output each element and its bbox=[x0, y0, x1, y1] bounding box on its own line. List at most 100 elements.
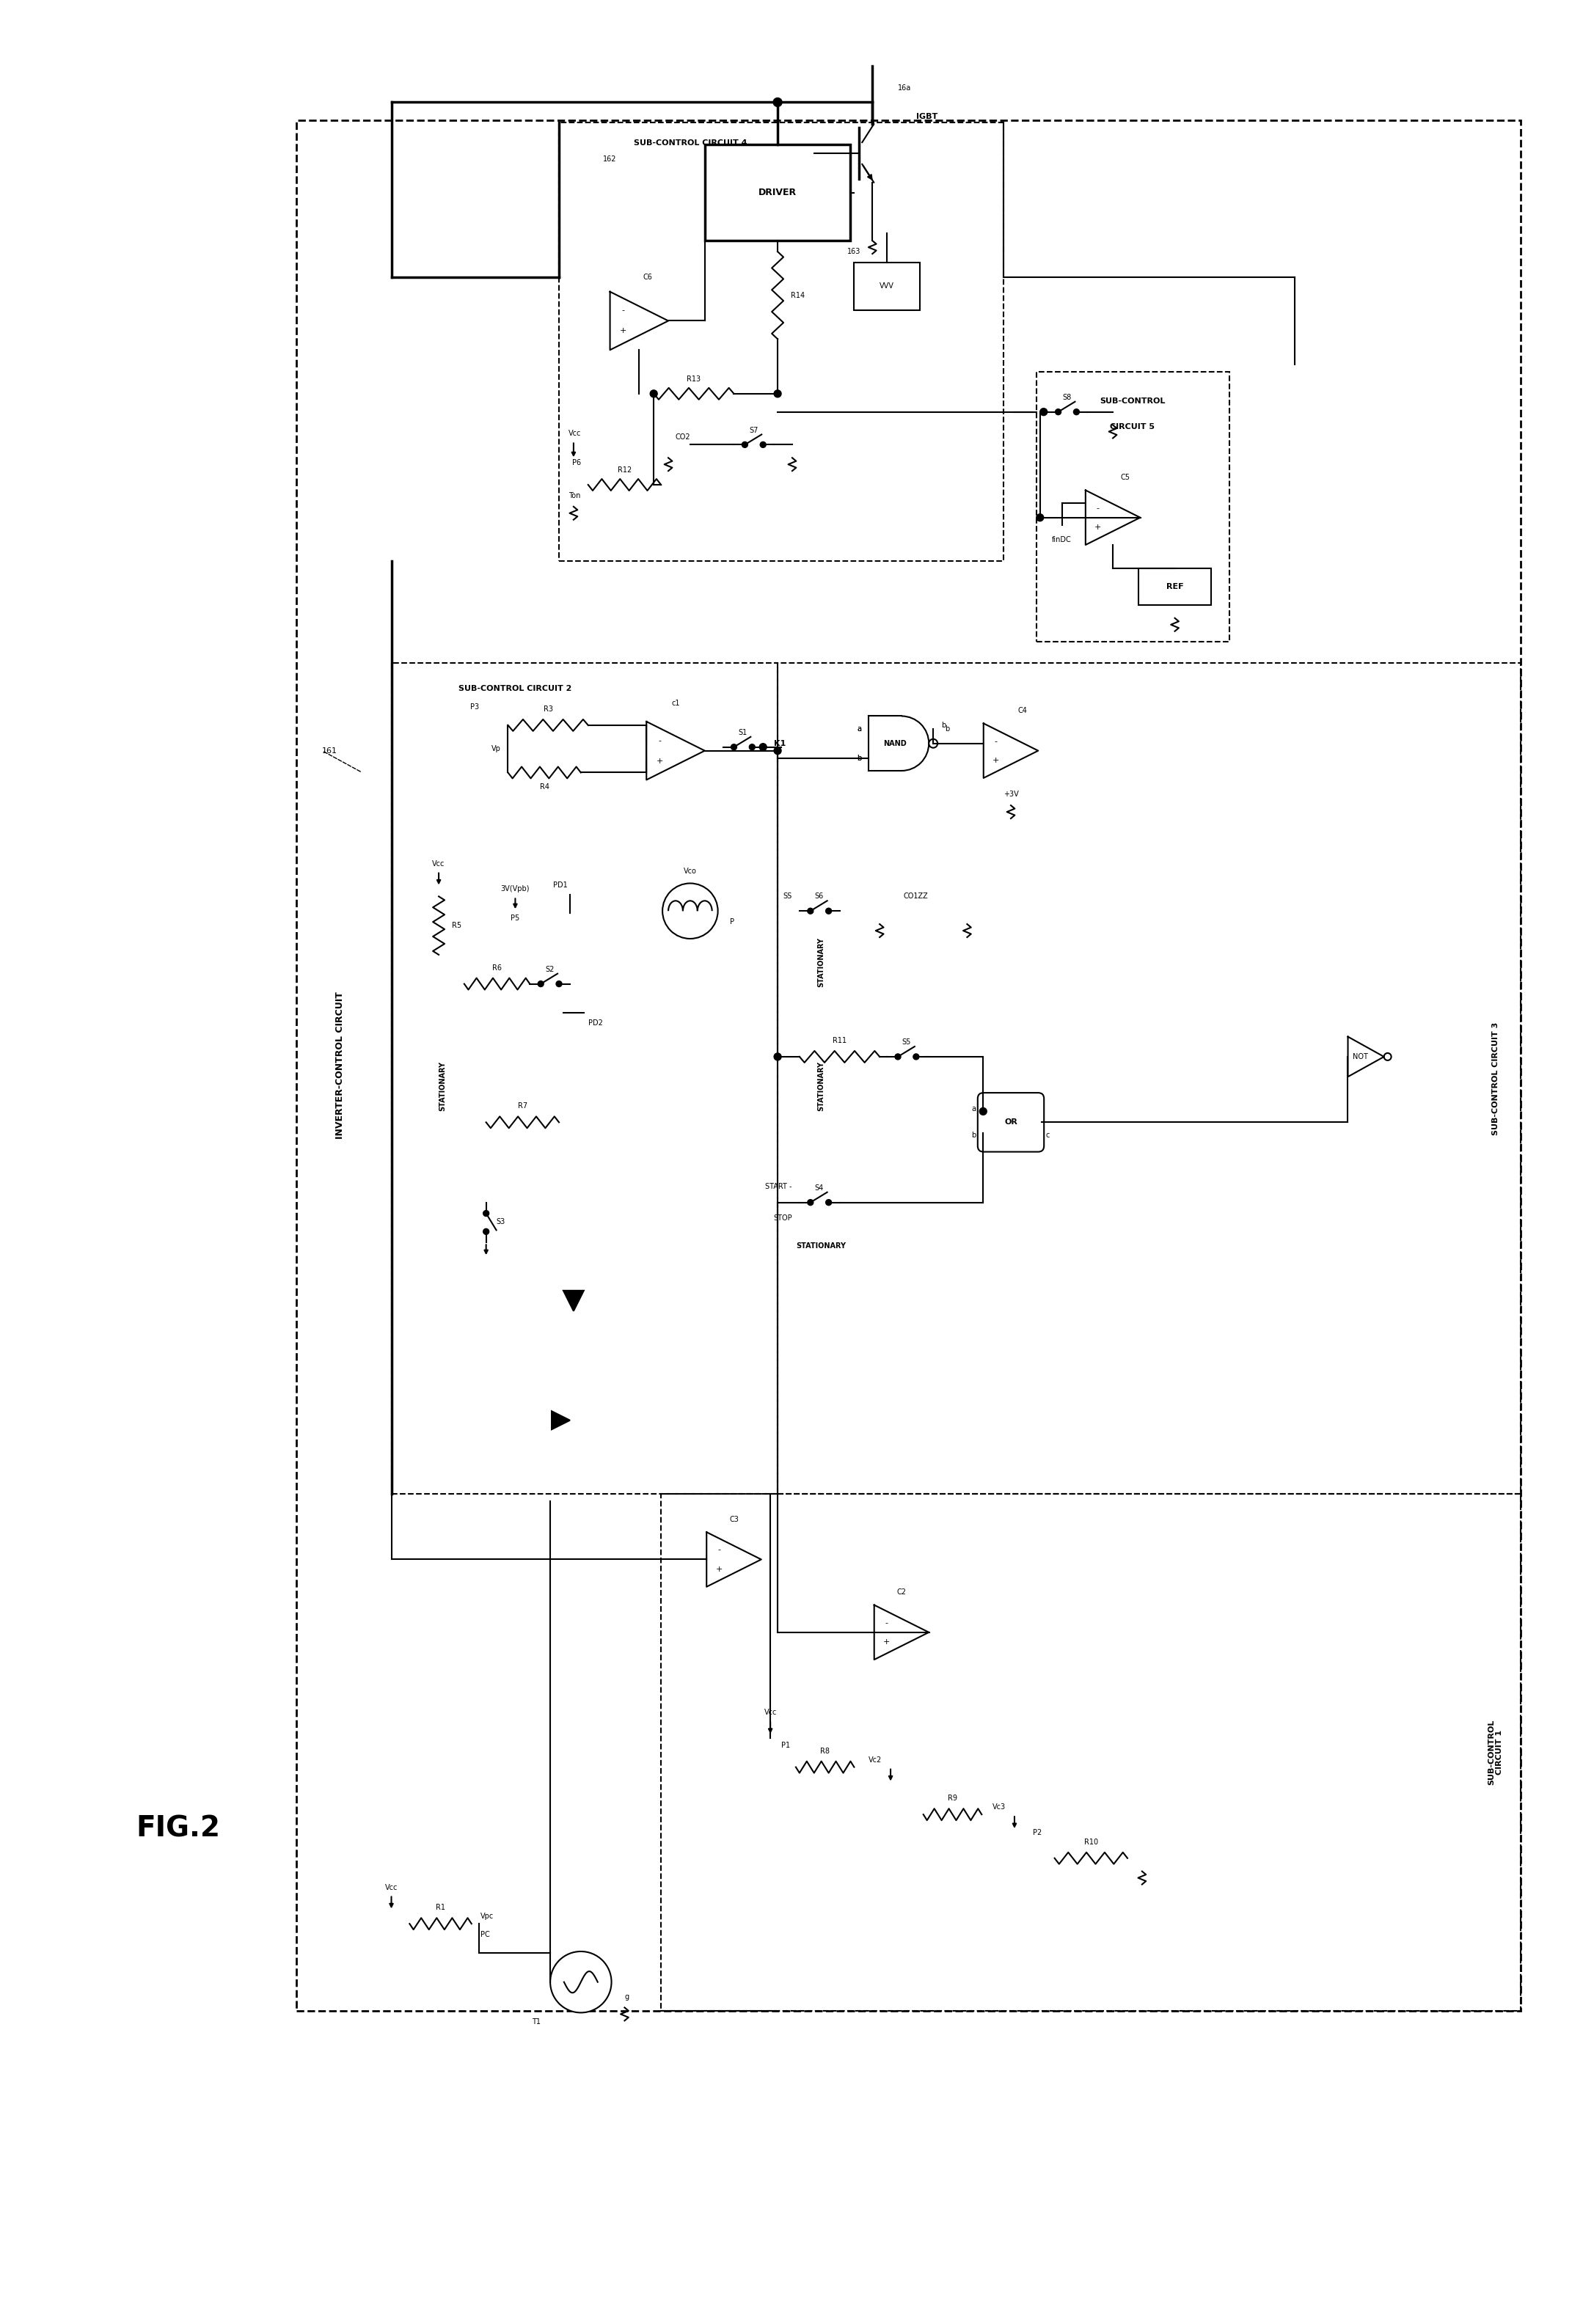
Text: S3: S3 bbox=[497, 1218, 505, 1225]
Text: S1: S1 bbox=[739, 730, 747, 737]
Circle shape bbox=[1036, 514, 1044, 521]
Text: S6: S6 bbox=[814, 892, 824, 899]
Text: SS: SS bbox=[783, 892, 792, 899]
Text: +: + bbox=[883, 1638, 890, 1645]
Circle shape bbox=[1383, 1053, 1391, 1060]
Text: Ton: Ton bbox=[569, 493, 580, 500]
Text: SUB-CONTROL: SUB-CONTROL bbox=[1100, 397, 1165, 404]
Circle shape bbox=[773, 98, 781, 107]
Circle shape bbox=[979, 1109, 987, 1116]
Circle shape bbox=[825, 909, 832, 913]
Circle shape bbox=[929, 739, 937, 748]
Text: -: - bbox=[885, 1620, 888, 1627]
Text: Vcc: Vcc bbox=[385, 1885, 398, 1892]
Circle shape bbox=[662, 883, 718, 939]
Text: CO2: CO2 bbox=[674, 435, 690, 442]
Circle shape bbox=[1055, 409, 1061, 414]
Text: NOT: NOT bbox=[1353, 1053, 1368, 1060]
Circle shape bbox=[825, 1199, 832, 1206]
Text: -: - bbox=[717, 1545, 720, 1552]
Circle shape bbox=[773, 746, 781, 755]
Polygon shape bbox=[552, 1411, 571, 1429]
Text: Vp: Vp bbox=[490, 746, 500, 753]
Text: 3V(Vpb): 3V(Vpb) bbox=[501, 885, 530, 892]
Text: SUB-CONTROL
CIRCUIT 1: SUB-CONTROL CIRCUIT 1 bbox=[1487, 1720, 1503, 1785]
Text: C5: C5 bbox=[1121, 474, 1130, 481]
Circle shape bbox=[483, 1229, 489, 1234]
Text: PD2: PD2 bbox=[588, 1020, 602, 1027]
Circle shape bbox=[556, 981, 561, 988]
Circle shape bbox=[1074, 409, 1080, 414]
Text: S5: S5 bbox=[902, 1039, 912, 1046]
Text: finDC: finDC bbox=[1052, 537, 1072, 544]
Bar bbox=[854, 263, 920, 309]
Circle shape bbox=[750, 744, 755, 751]
Circle shape bbox=[731, 744, 737, 751]
Text: STATIONARY: STATIONARY bbox=[797, 1243, 846, 1250]
Text: PD1: PD1 bbox=[553, 881, 567, 890]
Circle shape bbox=[913, 1053, 920, 1060]
Text: Vco: Vco bbox=[684, 867, 696, 874]
Circle shape bbox=[550, 1952, 612, 2013]
Text: VVV: VVV bbox=[880, 281, 894, 290]
Text: Vcc: Vcc bbox=[567, 430, 580, 437]
Circle shape bbox=[483, 1211, 489, 1215]
Text: INVERTER-CONTROL CIRCUIT: INVERTER-CONTROL CIRCUIT bbox=[335, 992, 346, 1139]
Text: Vcc: Vcc bbox=[764, 1708, 777, 1715]
Text: +: + bbox=[715, 1566, 722, 1573]
Text: -: - bbox=[1096, 504, 1099, 511]
Text: R9: R9 bbox=[948, 1794, 957, 1801]
Text: Vc2: Vc2 bbox=[869, 1757, 882, 1764]
Text: -: - bbox=[621, 307, 624, 314]
Circle shape bbox=[773, 390, 781, 397]
Text: a: a bbox=[857, 725, 861, 732]
Bar bbox=[660, 1494, 1522, 2010]
Bar bbox=[297, 121, 1522, 2010]
Circle shape bbox=[742, 442, 748, 449]
Text: R8: R8 bbox=[821, 1748, 830, 1755]
Text: DRIVER: DRIVER bbox=[759, 188, 797, 198]
Text: C4: C4 bbox=[1019, 706, 1028, 713]
Text: R14: R14 bbox=[791, 290, 805, 300]
Circle shape bbox=[1041, 409, 1047, 416]
Text: 16a: 16a bbox=[898, 84, 912, 91]
Circle shape bbox=[538, 981, 544, 988]
Text: STATIONARY: STATIONARY bbox=[817, 1062, 825, 1111]
Text: CO1ZZ: CO1ZZ bbox=[904, 892, 929, 899]
Text: P: P bbox=[731, 918, 734, 925]
Bar bbox=[560, 123, 1003, 562]
Text: P1: P1 bbox=[781, 1741, 791, 1750]
Text: -: - bbox=[995, 737, 997, 744]
Circle shape bbox=[651, 390, 657, 397]
Text: C2: C2 bbox=[896, 1590, 907, 1597]
Text: c: c bbox=[1045, 1132, 1050, 1139]
Circle shape bbox=[894, 1053, 901, 1060]
Text: K1: K1 bbox=[773, 739, 786, 746]
Text: -: - bbox=[659, 737, 660, 744]
Text: +: + bbox=[656, 758, 663, 765]
Text: b: b bbox=[942, 720, 946, 730]
Text: P5: P5 bbox=[511, 916, 520, 923]
Text: IGBT: IGBT bbox=[916, 114, 937, 121]
Bar bbox=[391, 662, 778, 1494]
Text: R4: R4 bbox=[539, 783, 549, 790]
Text: T1: T1 bbox=[531, 2020, 541, 2027]
Text: a: a bbox=[857, 725, 861, 732]
Circle shape bbox=[759, 744, 767, 751]
Text: g: g bbox=[624, 1994, 629, 2001]
Text: R11: R11 bbox=[833, 1037, 847, 1043]
Text: Vc3: Vc3 bbox=[992, 1803, 1006, 1810]
Text: SUB-CONTROL CIRCUIT 3: SUB-CONTROL CIRCUIT 3 bbox=[1492, 1023, 1500, 1134]
Text: +: + bbox=[992, 758, 1000, 765]
Text: R6: R6 bbox=[492, 964, 501, 971]
Text: b: b bbox=[945, 725, 949, 732]
Text: R1: R1 bbox=[435, 1903, 445, 1910]
Text: Vcc: Vcc bbox=[432, 860, 445, 867]
Text: R12: R12 bbox=[618, 467, 632, 474]
Text: Vpc: Vpc bbox=[481, 1913, 494, 1920]
Text: REF: REF bbox=[1166, 583, 1184, 590]
Text: b: b bbox=[857, 755, 861, 762]
Text: START -: START - bbox=[766, 1183, 792, 1190]
Text: 161: 161 bbox=[322, 746, 338, 755]
Text: R3: R3 bbox=[544, 706, 553, 713]
